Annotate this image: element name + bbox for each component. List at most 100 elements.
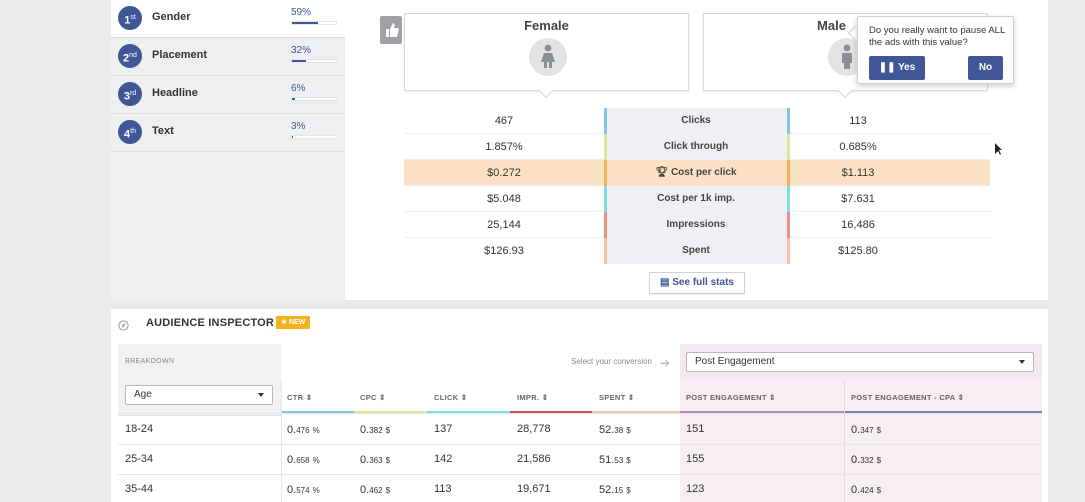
mouse-cursor-icon <box>995 142 1003 160</box>
cpa-cell: 0.424 $ <box>851 484 882 496</box>
conversion-select[interactable]: Post Engagement <box>686 352 1034 372</box>
male-value: $1.113 <box>841 167 875 179</box>
female-value: $5.048 <box>487 193 521 205</box>
breakdown-select[interactable]: Age <box>125 385 273 405</box>
female-title: Female <box>524 18 569 33</box>
bar-chart-icon: ▤ <box>660 277 670 288</box>
ranking-item-headline[interactable]: 3rd Headline 6% <box>111 76 345 114</box>
ranking-percent: 6% <box>291 83 306 94</box>
cpa-cell: 0.332 $ <box>851 454 882 466</box>
cpa-cell: 0.347 $ <box>851 424 882 436</box>
rank-badge: 1st <box>118 6 142 30</box>
no-button[interactable]: No <box>968 56 1003 80</box>
post-engagement-cell: 151 <box>686 423 705 435</box>
ctr-cell: 0.476 % <box>287 424 320 436</box>
ranking-progress-bar <box>291 59 337 63</box>
column-header-click[interactable]: CLICK ⇕ <box>434 393 468 402</box>
trophy-icon: 🏆︎ <box>655 167 671 178</box>
female-card: Female <box>404 13 689 99</box>
spent-cell: 51.53 $ <box>599 454 631 466</box>
age-cell: 35-44 <box>125 483 154 495</box>
male-title: Male <box>817 18 846 33</box>
stat-row-impressions: 25,144 Impressions 16,486 <box>404 212 990 238</box>
stat-row-cost-per-click: $0.272 🏆︎ Cost per click $1.113 <box>404 160 990 186</box>
spent-cell: 52.38 $ <box>599 424 631 436</box>
male-value: 16,486 <box>841 219 875 231</box>
metric-label: Impressions <box>604 212 788 238</box>
column-header-impr[interactable]: IMPR. ⇕ <box>517 393 549 402</box>
column-header-spent[interactable]: SPENT ⇕ <box>599 393 635 402</box>
rank-badge: 4th <box>118 120 142 144</box>
cpc-cell: 0.363 $ <box>360 454 391 466</box>
metric-label: Clicks <box>604 108 788 134</box>
click-cell: 113 <box>434 483 452 495</box>
ranking-percent: 3% <box>291 121 306 132</box>
ranking-percent: 32% <box>291 45 312 56</box>
thumbs-up-icon[interactable] <box>380 16 402 44</box>
column-header-ctr[interactable]: CTR ⇕ <box>287 393 313 402</box>
breakdown-label: BREAKDOWN <box>125 358 175 365</box>
ranking-progress-bar <box>291 97 337 101</box>
ranking-item-gender[interactable]: 1st Gender 59% <box>111 0 345 38</box>
ranking-label: Gender <box>152 11 191 23</box>
caret-down-icon <box>1019 360 1025 364</box>
see-full-stats-button[interactable]: ▤ See full stats <box>649 272 745 294</box>
ranking-label: Placement <box>152 49 208 61</box>
female-value: 25,144 <box>487 219 521 231</box>
metric-label: Cost per 1k imp. <box>604 186 788 212</box>
yes-button[interactable]: ❚❚ Yes <box>869 56 925 80</box>
impr-cell: 19,671 <box>517 483 551 495</box>
female-value: 1.857% <box>485 141 523 153</box>
impr-cell: 21,586 <box>517 453 551 465</box>
ranking-progress-bar <box>291 21 337 25</box>
ranking-progress-bar <box>291 135 337 139</box>
ranking-item-text[interactable]: 4th Text 3% <box>111 114 345 152</box>
female-value: 467 <box>494 115 514 127</box>
arrow-right-icon: ➔ <box>660 356 671 370</box>
age-cell: 18-24 <box>125 423 154 435</box>
stat-row-clicks: 467 Clicks 113 <box>404 108 990 134</box>
pause-confirm-popup: Do you really want to pause ALL the ads … <box>857 16 1014 84</box>
new-badge: ★ NEW <box>276 316 310 329</box>
ranking-percent: 59% <box>291 7 312 18</box>
female-value: $0.272 <box>487 167 521 179</box>
stat-row-spent: $126.93 Spent $125.80 <box>404 238 990 264</box>
click-cell: 137 <box>434 423 453 435</box>
metric-label: Spent <box>604 238 788 264</box>
ctr-cell: 0.658 % <box>287 454 320 466</box>
post-engagement-cell: 155 <box>686 453 705 465</box>
stat-row-cost-per-1k: $5.048 Cost per 1k imp. $7.631 <box>404 186 990 212</box>
compass-icon <box>118 318 129 336</box>
caret-down-icon <box>258 393 264 397</box>
column-header-post-engagement-cpa[interactable]: POST ENGAGEMENT - CPA ⇕ <box>851 393 965 402</box>
cpc-cell: 0.462 $ <box>360 484 391 496</box>
female-icon <box>529 38 567 76</box>
ranking-label: Headline <box>152 87 198 99</box>
ctr-cell: 0.574 % <box>287 484 320 496</box>
click-cell: 142 <box>434 453 453 465</box>
popup-question: Do you really want to pause ALL the ads … <box>869 25 1005 48</box>
column-header-post-engagement[interactable]: POST ENGAGEMENT ⇕ <box>686 393 776 402</box>
stat-row-click-through: 1.857% Click through 0.685% <box>404 134 990 160</box>
impr-cell: 28,778 <box>517 423 551 435</box>
metric-label: Click through <box>604 134 788 160</box>
ranking-item-placement[interactable]: 2nd Placement 32% <box>111 38 345 76</box>
pause-icon: ❚❚ <box>878 62 896 73</box>
spent-cell: 52.15 $ <box>599 484 631 496</box>
post-engagement-cell: 123 <box>686 483 705 495</box>
conversion-label: Select your conversion <box>571 357 652 366</box>
metric-label: 🏆︎ Cost per click <box>604 160 788 186</box>
male-value: $125.80 <box>838 245 878 257</box>
cpc-cell: 0.382 $ <box>360 424 391 436</box>
column-header-cpc[interactable]: CPC ⇕ <box>360 393 386 402</box>
audience-inspector-title: AUDIENCE INSPECTOR <box>146 317 275 329</box>
male-value: 113 <box>849 115 867 127</box>
rank-badge: 2nd <box>118 44 142 68</box>
age-cell: 25-34 <box>125 453 154 465</box>
ranking-label: Text <box>152 125 174 137</box>
breakdown-box <box>118 344 281 416</box>
ranking-list: 1st Gender 59% 2nd Placement 32% 3rd Hea… <box>111 0 345 300</box>
male-value: $7.631 <box>841 193 875 205</box>
male-value: 0.685% <box>839 141 877 153</box>
female-value: $126.93 <box>484 245 524 257</box>
